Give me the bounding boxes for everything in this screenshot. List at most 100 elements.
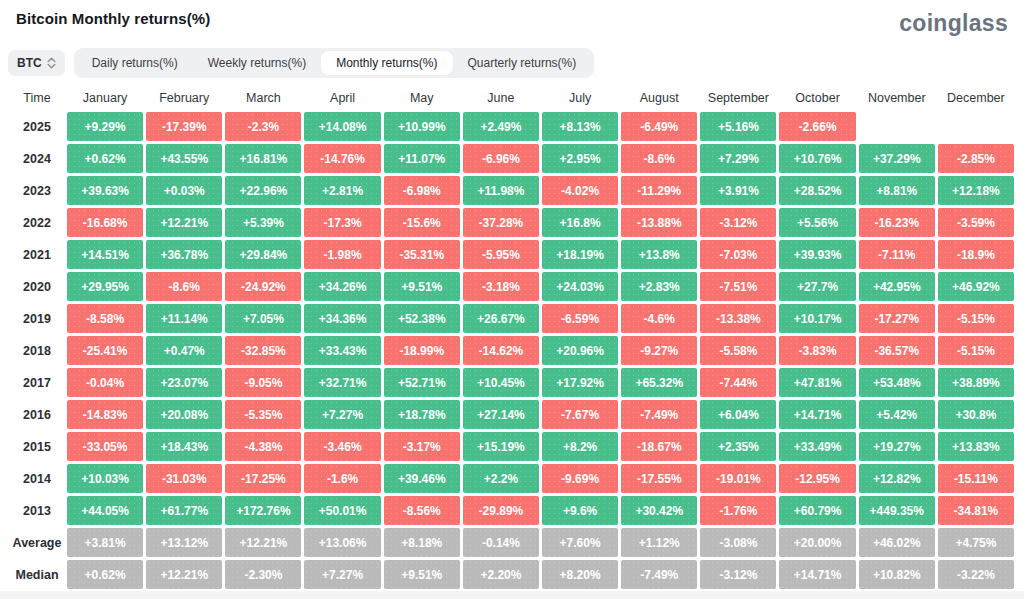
return-cell: -4.38% — [225, 432, 301, 461]
return-cell: -37.28% — [463, 208, 539, 237]
return-cell: +15.19% — [463, 432, 539, 461]
return-cell: -8.56% — [384, 496, 460, 525]
return-cell: -3.83% — [779, 336, 855, 365]
return-cell: +2.2% — [463, 464, 539, 493]
return-cell: +18.78% — [384, 400, 460, 429]
return-cell: +23.07% — [146, 368, 222, 397]
return-cell: +8.2% — [542, 432, 618, 461]
return-cell: -18.9% — [938, 240, 1014, 269]
row-label: 2017 — [10, 368, 64, 397]
return-cell: +10.99% — [384, 112, 460, 141]
return-cell: -7.49% — [621, 560, 697, 589]
column-header-april: April — [304, 86, 380, 109]
return-cell: +11.07% — [384, 144, 460, 173]
column-header-november: November — [859, 86, 935, 109]
return-cell: -2.30% — [225, 560, 301, 589]
return-cell: +4.75% — [938, 528, 1014, 557]
return-cell: -17.3% — [304, 208, 380, 237]
bottom-strip — [0, 591, 1024, 599]
return-cell: +0.62% — [67, 560, 143, 589]
return-cell: +10.45% — [463, 368, 539, 397]
return-cell: +26.67% — [463, 304, 539, 333]
return-cell: -17.27% — [859, 304, 935, 333]
return-cell: -7.51% — [700, 272, 776, 301]
return-cell: +0.47% — [146, 336, 222, 365]
return-cell: +7.29% — [700, 144, 776, 173]
return-cell: +10.03% — [67, 464, 143, 493]
return-cell: +18.19% — [542, 240, 618, 269]
return-cell: +46.92% — [938, 272, 1014, 301]
return-cell: +12.21% — [146, 208, 222, 237]
return-cell: +60.79% — [779, 496, 855, 525]
return-cell: +449.35% — [859, 496, 935, 525]
return-cell: +22.96% — [225, 176, 301, 205]
empty-cell — [859, 112, 935, 141]
return-cell: +50.01% — [304, 496, 380, 525]
return-cell: +2.20% — [463, 560, 539, 589]
return-cell: +11.98% — [463, 176, 539, 205]
return-cell: +27.7% — [779, 272, 855, 301]
return-cell: -14.62% — [463, 336, 539, 365]
return-cell: +14.71% — [779, 400, 855, 429]
return-cell: +2.83% — [621, 272, 697, 301]
return-cell: +20.08% — [146, 400, 222, 429]
return-cell: -4.6% — [621, 304, 697, 333]
return-cell: -3.59% — [938, 208, 1014, 237]
return-cell: -35.31% — [384, 240, 460, 269]
return-cell: +9.6% — [542, 496, 618, 525]
return-cell: -8.6% — [146, 272, 222, 301]
return-cell: +19.27% — [859, 432, 935, 461]
return-cell: -16.23% — [859, 208, 935, 237]
return-cell: +52.71% — [384, 368, 460, 397]
return-cell: +65.32% — [621, 368, 697, 397]
return-cell: -19.01% — [700, 464, 776, 493]
return-cell: +10.17% — [779, 304, 855, 333]
return-cell: -3.22% — [938, 560, 1014, 589]
return-cell: -7.03% — [700, 240, 776, 269]
return-cell: -5.15% — [938, 304, 1014, 333]
return-cell: -0.14% — [463, 528, 539, 557]
return-cell: -8.6% — [621, 144, 697, 173]
return-cell: +10.82% — [859, 560, 935, 589]
tab-quarterly[interactable]: Quarterly returns(%) — [453, 51, 592, 75]
return-cell: -18.99% — [384, 336, 460, 365]
column-header-october: October — [779, 86, 855, 109]
return-cell: -17.25% — [225, 464, 301, 493]
return-cell: +14.71% — [779, 560, 855, 589]
return-cell: -6.96% — [463, 144, 539, 173]
return-cell: +5.39% — [225, 208, 301, 237]
row-label: 2018 — [10, 336, 64, 365]
return-cell: +14.08% — [304, 112, 380, 141]
return-cell: +18.43% — [146, 432, 222, 461]
row-label: 2014 — [10, 464, 64, 493]
tab-daily[interactable]: Daily returns(%) — [77, 51, 193, 75]
empty-cell — [938, 112, 1014, 141]
return-cell: -11.29% — [621, 176, 697, 205]
return-cell: -17.39% — [146, 112, 222, 141]
column-header-january: January — [67, 86, 143, 109]
symbol-selector[interactable]: BTC — [8, 50, 65, 76]
return-cell: -3.46% — [304, 432, 380, 461]
return-cell: -5.15% — [938, 336, 1014, 365]
return-cell: -13.88% — [621, 208, 697, 237]
return-cell: -3.12% — [700, 560, 776, 589]
return-cell: +29.95% — [67, 272, 143, 301]
return-cell: -9.69% — [542, 464, 618, 493]
return-cell: +33.43% — [304, 336, 380, 365]
return-cell: +7.60% — [542, 528, 618, 557]
return-cell: +9.51% — [384, 272, 460, 301]
column-header-september: September — [700, 86, 776, 109]
return-cell: -5.95% — [463, 240, 539, 269]
return-cell: +20.96% — [542, 336, 618, 365]
return-cell: -2.85% — [938, 144, 1014, 173]
return-cell: +12.21% — [225, 528, 301, 557]
return-cell: +172.76% — [225, 496, 301, 525]
return-cell: +2.95% — [542, 144, 618, 173]
tab-weekly[interactable]: Weekly returns(%) — [193, 51, 321, 75]
return-cell: +27.14% — [463, 400, 539, 429]
tab-monthly[interactable]: Monthly returns(%) — [321, 51, 452, 75]
return-cell: -14.83% — [67, 400, 143, 429]
return-cell: -14.76% — [304, 144, 380, 173]
return-cell: +3.81% — [67, 528, 143, 557]
return-cell: +5.56% — [779, 208, 855, 237]
